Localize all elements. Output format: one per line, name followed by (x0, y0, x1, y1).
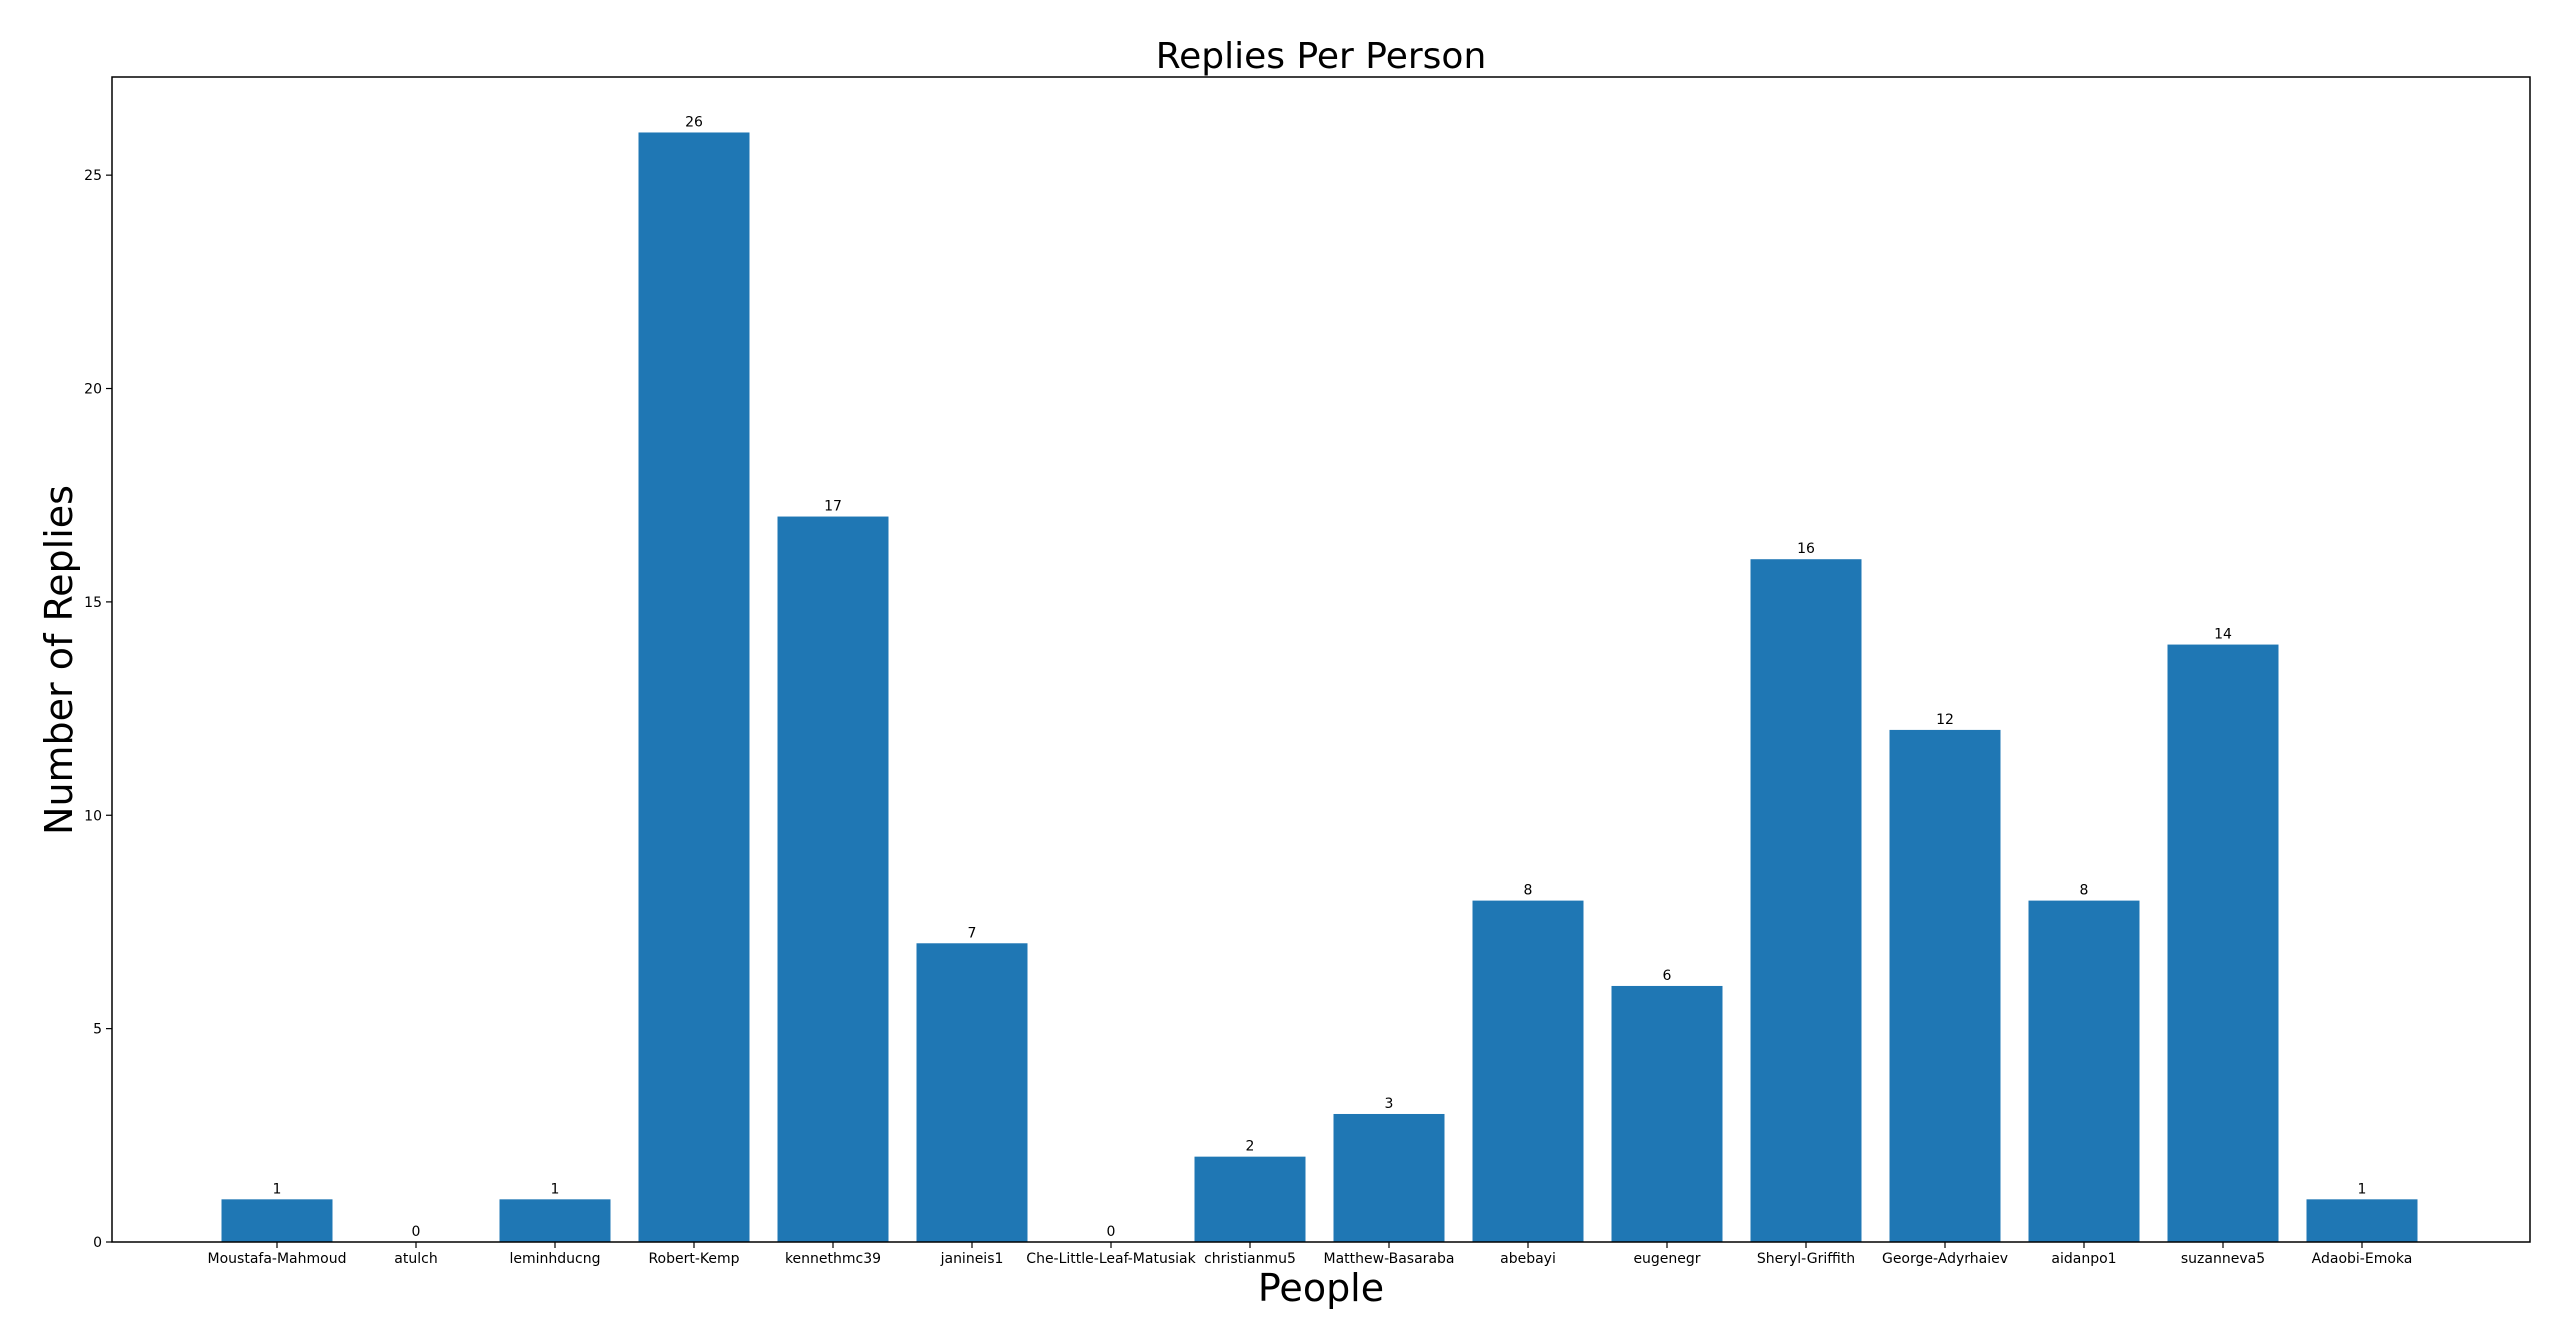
plot-frame (111, 76, 2531, 1243)
chart-title: Replies Per Person (1156, 36, 1487, 77)
data-label: 12 (1936, 712, 1954, 728)
data-label: 1 (551, 1181, 560, 1197)
data-label: 1 (2358, 1181, 2367, 1197)
x-tick-label: Che-Little-Leaf-Matusiak (1026, 1251, 1196, 1267)
x-axis-title: People (1258, 1266, 1384, 1310)
y-tick-label: 0 (93, 1235, 102, 1251)
x-axis: Moustafa-Mahmoud atulch leminhducng Robert-… (208, 1242, 2413, 1267)
x-tick-label: christianmu5 (1204, 1251, 1296, 1267)
x-tick-label: abebayi (1500, 1251, 1556, 1267)
bar-abebayi (1472, 900, 1584, 1242)
data-label: 3 (1385, 1096, 1394, 1112)
y-axis-title: Number of Replies (37, 485, 81, 835)
x-tick-label: suzanneva5 (2181, 1251, 2265, 1267)
bars-group (221, 132, 2418, 1242)
x-tick-label: kennethmc39 (785, 1251, 881, 1267)
y-tick-label: 20 (84, 382, 102, 398)
y-tick-label: 15 (84, 595, 102, 611)
x-tick-label: Moustafa-Mahmoud (208, 1251, 347, 1267)
data-label: 0 (1107, 1224, 1116, 1240)
bar-christianmu5 (1194, 1156, 1306, 1242)
y-axis: 0 5 10 15 20 25 (84, 168, 112, 1251)
bar-janineis1 (916, 943, 1028, 1242)
data-label: 8 (2080, 883, 2089, 899)
bar-robert-kemp (638, 132, 750, 1242)
bar-adaobi-emoka (2306, 1199, 2418, 1242)
y-tick-label: 5 (93, 1022, 102, 1038)
x-tick-label: atulch (394, 1251, 437, 1267)
x-tick-label: Robert-Kemp (648, 1251, 739, 1267)
data-label: 17 (824, 499, 842, 515)
value-labels-group: 1 0 1 26 17 7 0 2 3 8 6 16 12 8 14 1 (273, 114, 2367, 1240)
x-tick-label: George-Adyrhaiev (1882, 1251, 2008, 1267)
bar-sheryl-griffith (1750, 559, 1862, 1242)
data-label: 8 (1524, 883, 1533, 899)
data-label: 0 (412, 1224, 421, 1240)
data-label: 7 (968, 925, 977, 941)
x-tick-label: aidanpo1 (2051, 1251, 2116, 1267)
data-label: 26 (685, 114, 703, 130)
bar-kennethmc39 (777, 516, 889, 1242)
data-label: 14 (2214, 627, 2232, 643)
x-tick-label: Adaobi-Emoka (2312, 1251, 2413, 1267)
bar-george-adyrhaiev (1889, 729, 2001, 1242)
bar-eugenegr (1611, 985, 1723, 1242)
x-tick-label: eugenegr (1633, 1251, 1700, 1267)
bar-matthew-basaraba (1333, 1113, 1445, 1242)
bar-leminhducng (499, 1199, 611, 1242)
x-tick-label: leminhducng (510, 1251, 601, 1267)
bar-aidanpo1 (2028, 900, 2140, 1242)
x-tick-label: Sheryl-Griffith (1757, 1251, 1855, 1267)
y-tick-label: 25 (84, 168, 102, 184)
data-label: 6 (1663, 968, 1672, 984)
x-tick-label: Matthew-Basaraba (1324, 1251, 1455, 1267)
y-tick-label: 10 (84, 808, 102, 824)
data-label: 16 (1797, 541, 1815, 557)
data-label: 1 (273, 1181, 282, 1197)
bar-suzanneva5 (2167, 644, 2279, 1242)
bar-moustafa-mahmoud (221, 1199, 333, 1242)
x-tick-label: janineis1 (940, 1251, 1004, 1267)
data-label: 2 (1246, 1139, 1255, 1155)
